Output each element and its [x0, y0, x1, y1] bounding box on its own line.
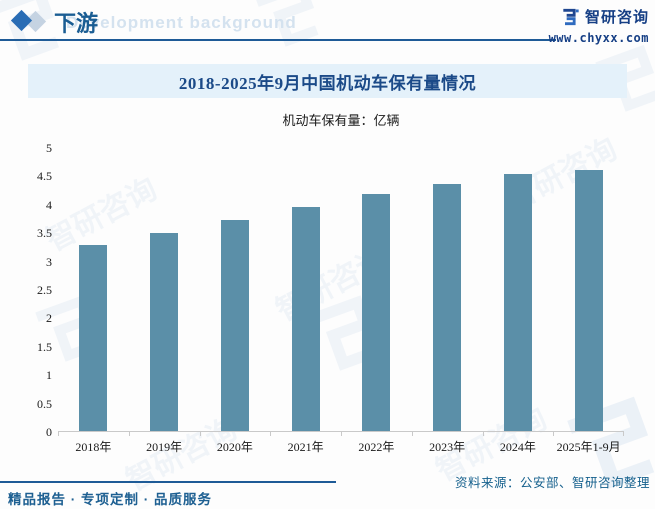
- bar-2021年: [291, 206, 320, 431]
- x-axis-tick: [270, 432, 272, 436]
- y-axis-label: 3: [46, 254, 52, 269]
- chart-title: 2018-2025年9月中国机动车保有量情况: [178, 73, 477, 93]
- y-axis-label: 2.5: [37, 283, 52, 297]
- y-axis: 0 0.5 1 1.5 2 2.5 3 3.5 4 4.5 5: [0, 0, 52, 509]
- x-axis-tick: [482, 432, 484, 436]
- page-header: Development background 下游 智研咨询 www.chyxx…: [0, 0, 655, 45]
- bar-2025年1-9月: [574, 169, 603, 431]
- x-axis-tick: [128, 432, 130, 436]
- brand-logo-icon: [563, 8, 579, 25]
- bar-2024年: [503, 173, 532, 431]
- bar-2023年: [433, 183, 462, 431]
- bar-2018年: [79, 245, 108, 431]
- y-axis-label: 3.5: [37, 226, 52, 241]
- x-axis-tick: [411, 432, 413, 436]
- x-axis: 2018年 2019年 2020年 2021年 2022年 2023年 2024年 2025年…: [58, 438, 624, 454]
- brand-tagline: 精品报告 · 专项定制 · 品质服务: [8, 492, 212, 507]
- x-axis-label: 2025年1-9月: [556, 440, 621, 454]
- bar-2022年: [362, 194, 391, 431]
- x-axis-label: 2023年: [429, 440, 466, 454]
- brand-website: www.chyxx.com: [548, 31, 649, 45]
- y-axis-label: 2: [46, 311, 52, 326]
- header-watermark-text: Development background: [66, 13, 297, 32]
- y-axis-label: 0.5: [37, 396, 52, 411]
- x-axis-label: 2021年: [287, 440, 324, 454]
- bar-2020年: [220, 219, 249, 431]
- bar-2019年: [150, 233, 179, 431]
- section-title: 下游: [54, 11, 99, 36]
- brand-name: 智研咨询: [584, 10, 649, 26]
- footer-divider: [0, 481, 336, 483]
- header-divider: [0, 39, 556, 41]
- y-axis-label: 5: [46, 141, 52, 155]
- y-axis-label: 1.5: [37, 339, 52, 354]
- y-axis-label: 0: [46, 425, 52, 439]
- x-axis-tick: [58, 432, 59, 436]
- x-axis-label: 2019年: [146, 440, 183, 454]
- data-source: 资料来源：公安部、智研咨询整理: [454, 476, 650, 490]
- chart-legend: 机动车保有量：亿辆: [282, 113, 400, 128]
- x-axis-tick: [199, 432, 201, 436]
- x-axis-label: 2024年: [499, 440, 536, 454]
- brand-block: 智研咨询 www.chyxx.com: [549, 6, 649, 45]
- y-axis-label: 4.5: [37, 169, 52, 184]
- x-axis-tick: [623, 432, 624, 436]
- x-axis-label: 2022年: [358, 440, 395, 454]
- x-axis-label: 2018年: [75, 440, 112, 454]
- x-axis-tick: [553, 432, 555, 436]
- chart-title-band: 2018-2025年9月中国机动车保有量情况: [28, 64, 627, 98]
- plot-area: [58, 148, 624, 436]
- x-axis-tick: [341, 432, 342, 436]
- x-axis-label: 2020年: [216, 440, 253, 454]
- y-axis-label: 4: [46, 197, 52, 212]
- y-axis-label: 1: [46, 368, 52, 383]
